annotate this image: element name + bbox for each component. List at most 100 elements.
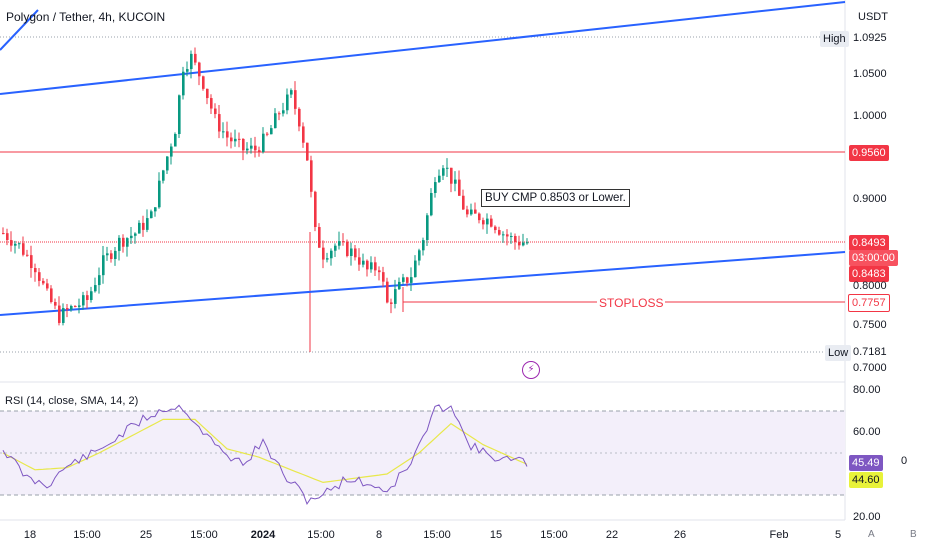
b-button[interactable]: B	[910, 529, 917, 540]
time-tick: 8	[375, 529, 383, 541]
time-tick: 22	[605, 529, 619, 541]
candle-body	[518, 241, 521, 246]
candle-body	[210, 98, 213, 109]
candle-body	[254, 145, 257, 151]
candle-body	[462, 195, 465, 210]
candle-body	[158, 180, 161, 208]
candle-body	[110, 253, 113, 260]
candle-body	[250, 145, 253, 149]
candle-body	[150, 211, 153, 219]
candle-body	[218, 114, 221, 132]
candle-body	[30, 255, 33, 269]
rsi-tick-80: 80.00	[853, 384, 881, 396]
stoploss-text[interactable]: STOPLOSS	[597, 296, 666, 310]
candle-body	[130, 235, 133, 239]
candle-body	[338, 241, 341, 246]
low-label: Low	[825, 345, 852, 361]
candle-body	[34, 268, 37, 273]
candle-body	[106, 253, 109, 256]
candle-body	[78, 305, 81, 307]
candle-body	[138, 222, 141, 234]
candle-body	[370, 262, 373, 270]
candle-body	[274, 113, 277, 129]
candle-body	[354, 248, 357, 258]
candle-body	[98, 275, 101, 286]
candle-body	[398, 281, 401, 290]
candle-body	[142, 222, 145, 230]
candle-body	[482, 220, 485, 225]
candle-body	[38, 272, 41, 281]
lower-trendline	[0, 251, 846, 316]
auto-scale-button[interactable]: A	[868, 529, 875, 540]
candle-body	[506, 234, 509, 237]
candle-body	[258, 150, 261, 153]
time-tick-year: 2024	[250, 529, 276, 541]
rsi-sma-line	[2, 418, 528, 484]
candle-body	[62, 308, 65, 323]
candle-body	[246, 148, 249, 151]
candle-body	[206, 88, 209, 99]
candle-body	[490, 218, 493, 227]
candle-body	[286, 94, 289, 111]
rsi-title[interactable]: RSI (14, close, SMA, 14, 2)	[5, 395, 139, 407]
time-tick: 15:00	[73, 529, 101, 541]
candle-body	[50, 288, 53, 302]
bid-price-badge: 0.8483	[849, 266, 889, 282]
candle-body	[202, 76, 205, 89]
candle-body	[526, 242, 529, 244]
candle-body	[166, 156, 169, 171]
high-value: 1.0925	[853, 32, 887, 44]
candle-body	[294, 90, 297, 109]
last-price-badge: 0.8493	[849, 235, 889, 251]
candle-body	[358, 257, 361, 265]
candle-body	[222, 131, 225, 133]
candle-body	[310, 160, 313, 192]
high-label: High	[820, 31, 849, 47]
candle-body	[270, 128, 273, 135]
candle-body	[66, 308, 69, 310]
candle-body	[46, 283, 49, 289]
candle-body	[154, 207, 157, 212]
corner-trendline	[0, 9, 39, 51]
candle-body	[190, 53, 193, 70]
candle-body	[374, 262, 377, 271]
buy-note[interactable]: BUY CMP 0.8503 or Lower.	[481, 189, 630, 207]
candle-body	[322, 247, 325, 260]
candle-body	[362, 260, 365, 265]
price-tick-1: 1.0500	[853, 68, 887, 80]
candle-body	[290, 90, 293, 95]
candle-body	[18, 243, 21, 245]
candle-body	[86, 295, 89, 300]
candle-body	[330, 250, 333, 259]
candle-body	[306, 142, 309, 161]
candle-body	[406, 277, 409, 283]
candle-body	[486, 218, 489, 225]
rsi-sma-badge: 44.60	[849, 472, 883, 488]
candle-body	[26, 254, 29, 256]
candle-body	[410, 277, 413, 283]
candle-body	[458, 179, 461, 196]
candle-body	[422, 240, 425, 251]
candle-body	[262, 133, 265, 153]
lightning-icon[interactable]: ⚡	[522, 361, 540, 379]
candle-body	[242, 138, 245, 151]
candle-body	[174, 134, 177, 147]
candle-body	[162, 170, 165, 181]
candle-body	[350, 248, 353, 256]
candle-body	[114, 250, 117, 260]
price-tick-6: 0.7000	[853, 362, 887, 374]
candle-body	[366, 260, 369, 270]
chart-title[interactable]: Polygon / Tether, 4h, KUCOIN	[6, 10, 166, 24]
currency-label[interactable]: USDT	[858, 11, 888, 23]
candle-body	[74, 305, 77, 307]
stoploss-price-badge: 0.7757	[848, 294, 890, 312]
candle-body	[378, 270, 381, 273]
candle-body	[230, 137, 233, 142]
candle-body	[198, 62, 201, 77]
candle-body	[2, 233, 5, 235]
rsi-value-badge: 45.49	[849, 455, 883, 471]
upper-trendline	[0, 1, 846, 95]
candle-body	[282, 110, 285, 114]
candle-body	[414, 260, 417, 278]
